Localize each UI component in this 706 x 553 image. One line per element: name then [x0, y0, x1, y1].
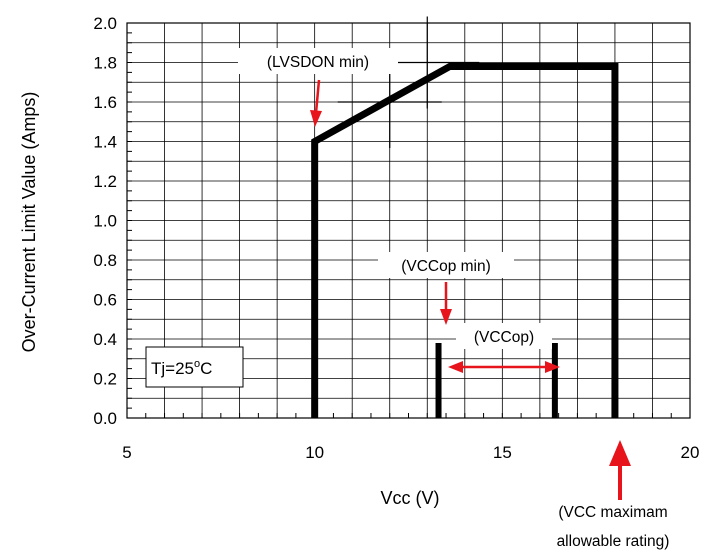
annotation-vccop-min-box — [378, 252, 514, 278]
vccop-markers — [435, 342, 558, 418]
annotation-lvsdon: (LVSDON min) — [238, 48, 398, 127]
y-tick-label: 1.6 — [93, 93, 117, 112]
annotation-lvsdon-box — [238, 48, 398, 74]
series-lines — [311, 62, 619, 418]
annotation-tj-text: Tj=25oC — [151, 358, 212, 378]
tick-labels: 0.0 0.2 0.4 0.6 0.8 1.0 1.2 1.4 1.6 1.8 2.0 5 10 15 20 — [93, 14, 699, 462]
lvsdon-arrow-shaft — [314, 79, 321, 114]
annotation-vcc-max: (VCC maximam allowable rating) — [557, 440, 670, 550]
y-tick-label: 1.2 — [93, 172, 117, 191]
y-tick-label: 1.4 — [93, 133, 117, 152]
y-tick-label: 1.0 — [93, 212, 117, 231]
x-tick-label: 10 — [305, 443, 324, 462]
series-line — [311, 62, 619, 418]
x-tick-label: 15 — [493, 443, 512, 462]
x-axis-label: Vcc (V) — [380, 488, 439, 508]
vcc-max-arrow-head — [609, 440, 631, 466]
y-tick-label: 1.8 — [93, 54, 117, 73]
y-tick-label: 0.4 — [93, 330, 117, 349]
y-tick-label: 0.6 — [93, 291, 117, 310]
annotation-tj: Tj=25oC — [145, 346, 244, 388]
y-tick-label: 0.8 — [93, 251, 117, 270]
minor-ticks — [126, 22, 691, 419]
lvsdon-arrow-head — [310, 110, 322, 127]
vccop-min-arrow-head — [440, 309, 452, 325]
vccop-range-arrow-right-head — [545, 361, 560, 373]
annotation-tj-box — [145, 346, 244, 388]
y-tick-label: 0.0 — [93, 409, 117, 428]
annotation-vcc-max-line2: allowable rating) — [557, 533, 670, 550]
annotation-vccop-min: (VCCop min) — [378, 252, 514, 325]
x-tick-label: 20 — [681, 443, 700, 462]
vccop-range-arrow-left-head — [448, 361, 463, 373]
y-tick-label: 0.2 — [93, 370, 117, 389]
annotation-vccop-text: (VCCop) — [474, 329, 534, 346]
x-tick-label: 5 — [122, 443, 131, 462]
annotation-vcc-max-line1: (VCC maximam — [558, 504, 667, 521]
annotation-vccop: (VCCop) — [448, 323, 560, 373]
annotation-vccop-min-text: (VCCop min) — [401, 258, 491, 275]
y-tick-label: 2.0 — [93, 14, 117, 33]
y-axis-label: Over-Current Limit Value (Amps) — [19, 92, 39, 353]
annotation-vccop-box — [456, 323, 552, 349]
annotation-lvsdon-text: (LVSDON min) — [267, 54, 369, 71]
